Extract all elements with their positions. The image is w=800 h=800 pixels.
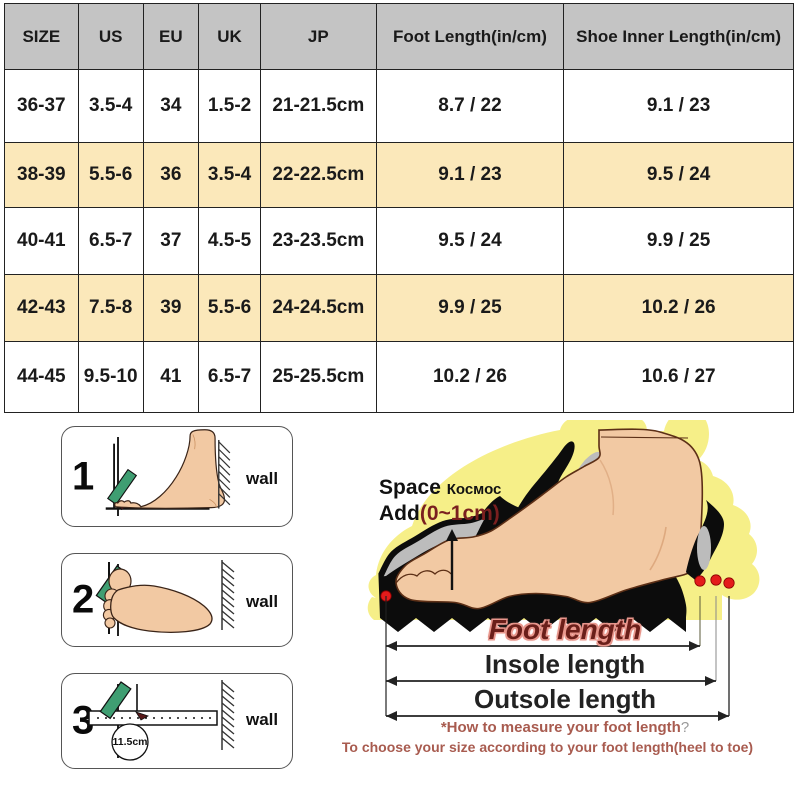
svg-text:11.5cm: 11.5cm: [112, 736, 147, 748]
